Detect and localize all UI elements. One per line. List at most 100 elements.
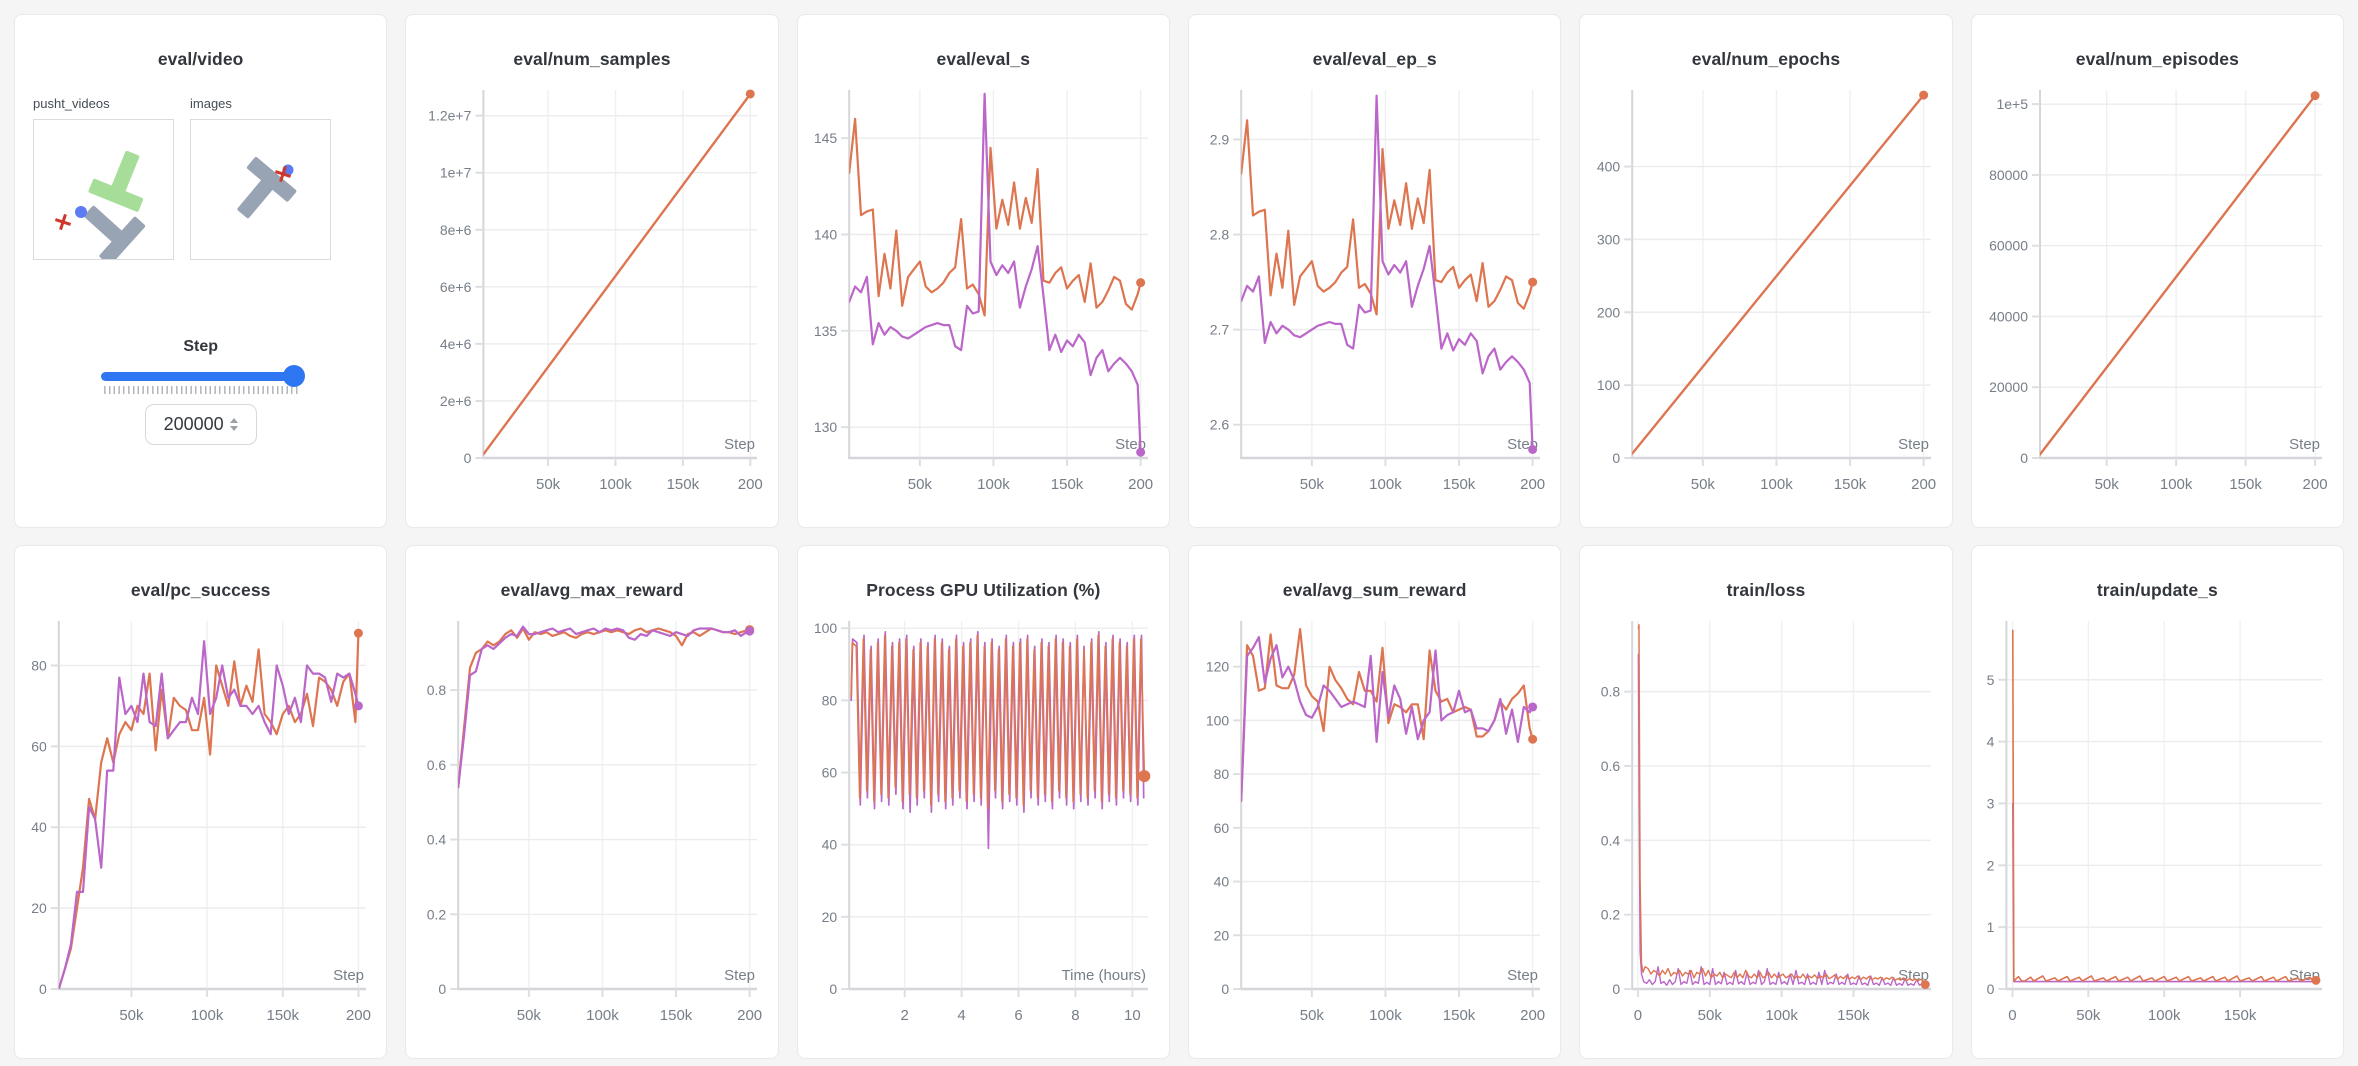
svg-text:300: 300 xyxy=(1597,231,1621,247)
chart-title: eval/num_episodes xyxy=(2075,49,2239,69)
svg-text:200: 200 xyxy=(1597,304,1621,320)
step-slider-ruler xyxy=(103,386,298,394)
chart-eval-num-samples[interactable]: 0 2e+6 4e+6 6e+6 8e+6 1e+7 1.2e+7 50k 100k 150k 20… xyxy=(417,84,767,508)
svg-text:50k: 50k xyxy=(1299,476,1324,493)
target-cross-icon xyxy=(274,165,292,183)
svg-text:40: 40 xyxy=(31,819,47,835)
svg-text:100k: 100k xyxy=(586,1007,619,1024)
svg-text:200: 200 xyxy=(1128,476,1153,493)
step-number-input[interactable]: 200000 xyxy=(144,404,257,445)
svg-text:200: 200 xyxy=(1520,1007,1545,1024)
svg-text:150k: 150k xyxy=(1442,1007,1475,1024)
step-slider-handle[interactable] xyxy=(282,365,305,387)
svg-text:100: 100 xyxy=(814,620,838,636)
svg-text:8e+6: 8e+6 xyxy=(440,222,472,238)
svg-text:2.9: 2.9 xyxy=(1209,131,1229,147)
svg-text:100k: 100k xyxy=(1760,476,1793,493)
svg-text:200: 200 xyxy=(738,476,763,493)
chart-title: eval/num_samples xyxy=(513,49,671,69)
svg-text:100k: 100k xyxy=(2160,476,2193,493)
svg-text:60: 60 xyxy=(1213,820,1229,836)
images-thumbnail[interactable] xyxy=(190,119,331,260)
thumbnail-label-images: images xyxy=(190,96,232,111)
step-slider-track[interactable] xyxy=(100,372,301,381)
svg-text:50k: 50k xyxy=(517,1007,542,1024)
svg-text:10: 10 xyxy=(1124,1007,1141,1024)
step-value[interactable]: 200000 xyxy=(163,414,224,434)
chart-eval-pc-success[interactable]: 0 20 40 60 80 50k 100k 150k 200 Step xyxy=(26,615,376,1039)
svg-text:Step: Step xyxy=(1507,967,1538,984)
chart-panel-eval-eval-ep-s: eval/eval_ep_s 2.6 2.7 2.8 2.9 50k 100k 150k 20… xyxy=(1188,14,1562,528)
svg-text:20: 20 xyxy=(822,909,838,925)
svg-text:150k: 150k xyxy=(2230,476,2263,493)
svg-text:200: 200 xyxy=(737,1007,762,1024)
chart-title: eval/num_epochs xyxy=(1691,49,1841,69)
svg-text:0.2: 0.2 xyxy=(427,906,447,922)
svg-text:100k: 100k xyxy=(190,1007,223,1024)
svg-text:100k: 100k xyxy=(599,476,632,493)
stepper-down-icon[interactable] xyxy=(229,426,238,431)
svg-text:200: 200 xyxy=(1911,476,1936,493)
chart-eval-num-epochs[interactable]: 0 100 200 300 400 50k 100k 150k 200 Step xyxy=(1591,84,1941,508)
chart-title: Process GPU Utilization (%) xyxy=(866,580,1101,600)
svg-text:20: 20 xyxy=(31,900,47,916)
chart-title: eval/avg_max_reward xyxy=(500,580,684,600)
svg-text:4e+6: 4e+6 xyxy=(440,336,472,352)
svg-text:0.2: 0.2 xyxy=(1601,907,1621,923)
svg-text:200: 200 xyxy=(1520,476,1545,493)
svg-text:0: 0 xyxy=(1987,981,1995,997)
gray-t-shape-icon xyxy=(237,157,297,219)
pusht-videos-thumbnail[interactable] xyxy=(33,119,174,266)
svg-text:1e+7: 1e+7 xyxy=(440,165,472,181)
chart-title: eval/eval_s xyxy=(936,49,1031,69)
svg-text:0.6: 0.6 xyxy=(1601,758,1621,774)
stepper-control[interactable] xyxy=(229,418,238,431)
svg-text:Step: Step xyxy=(724,967,755,984)
svg-text:100k: 100k xyxy=(2148,1007,2181,1024)
gray-t-shape-icon xyxy=(84,205,146,266)
svg-text:6: 6 xyxy=(1015,1007,1023,1024)
chart-eval-avg-max-reward[interactable]: 0 0.2 0.4 0.6 0.8 50k 100k 150k 200 Step xyxy=(417,615,767,1039)
svg-text:1e+5: 1e+5 xyxy=(1997,96,2029,112)
svg-text:0: 0 xyxy=(438,981,446,997)
svg-text:150k: 150k xyxy=(1442,476,1475,493)
svg-text:100: 100 xyxy=(1205,712,1229,728)
step-slider-label: Step xyxy=(183,338,218,355)
svg-text:80000: 80000 xyxy=(1989,167,2028,183)
chart-title: eval/avg_sum_reward xyxy=(1282,580,1467,600)
chart-process-gpu-utilization[interactable]: 0 20 40 60 80 100 2 4 6 8 10 Time (hours) xyxy=(808,615,1158,1039)
agent-dot-icon xyxy=(75,206,87,218)
svg-text:50k: 50k xyxy=(2095,476,2120,493)
chart-eval-avg-sum-reward[interactable]: 0 20 40 60 80 100 120 50k 100k 150k 200 Step xyxy=(1200,615,1550,1039)
stepper-up-icon[interactable] xyxy=(229,418,238,423)
svg-text:6e+6: 6e+6 xyxy=(440,279,472,295)
svg-text:2.8: 2.8 xyxy=(1209,227,1229,243)
svg-text:2e+6: 2e+6 xyxy=(440,393,472,409)
svg-text:100: 100 xyxy=(1597,377,1621,393)
svg-text:Time (hours): Time (hours) xyxy=(1062,967,1146,984)
svg-text:145: 145 xyxy=(814,130,838,146)
svg-text:2.6: 2.6 xyxy=(1209,417,1229,433)
svg-text:60: 60 xyxy=(822,765,838,781)
svg-text:5: 5 xyxy=(1987,672,1995,688)
chart-title: train/update_s xyxy=(2096,580,2218,600)
svg-text:400: 400 xyxy=(1597,159,1621,175)
step-slider[interactable] xyxy=(100,365,305,387)
svg-text:50k: 50k xyxy=(1691,476,1716,493)
svg-text:80: 80 xyxy=(822,692,838,708)
svg-text:4: 4 xyxy=(958,1007,966,1024)
svg-text:0.8: 0.8 xyxy=(427,682,447,698)
svg-text:0: 0 xyxy=(464,450,472,466)
svg-text:0.4: 0.4 xyxy=(427,832,447,848)
svg-text:8: 8 xyxy=(1072,1007,1080,1024)
svg-text:140: 140 xyxy=(814,227,838,243)
chart-panel-gpu-utilization: Process GPU Utilization (%) 0 20 40 60 80 100… xyxy=(796,545,1170,1059)
chart-eval-num-episodes[interactable]: 0 20000 40000 60000 80000 1e+5 50k 100k 150k 200 S… xyxy=(1982,84,2332,508)
chart-title: eval/pc_success xyxy=(130,580,271,600)
svg-text:0: 0 xyxy=(39,981,47,997)
